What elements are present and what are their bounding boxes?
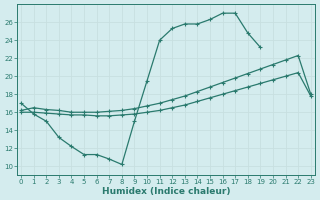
X-axis label: Humidex (Indice chaleur): Humidex (Indice chaleur) (102, 187, 230, 196)
